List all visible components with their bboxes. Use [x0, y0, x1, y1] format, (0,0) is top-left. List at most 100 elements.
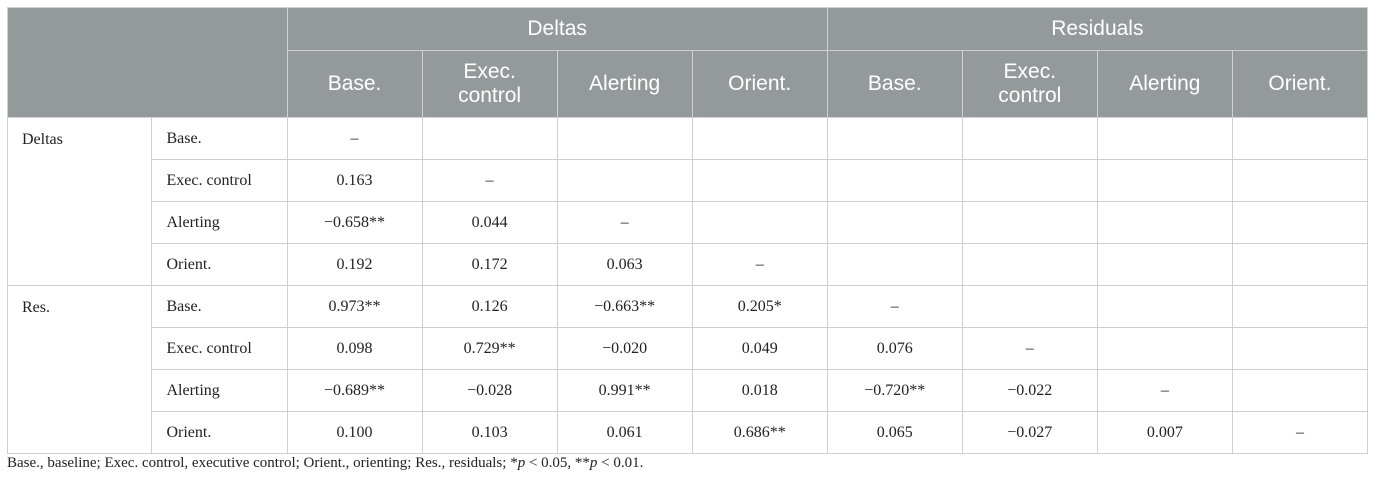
- table-cell: [961, 201, 1098, 244]
- correlation-table: Deltas Residuals Base. Exec. control Alerti…: [6, 7, 1369, 454]
- table-cell: −0.027: [961, 411, 1098, 454]
- table-cell: 0.100: [286, 411, 423, 454]
- table-cell: −0.020: [556, 327, 693, 370]
- table-row: Exec. control 0.098 0.729** −0.020 0.049 0.07…: [8, 327, 1369, 370]
- table-cell: [1096, 201, 1233, 244]
- footnote-text: < 0.05, **: [525, 455, 590, 471]
- table-cell: −0.689**: [286, 369, 423, 412]
- table-cell: −0.658**: [286, 201, 423, 244]
- table-cell: [826, 201, 963, 244]
- table-cell: 0.063: [556, 243, 693, 286]
- table-cell: [826, 243, 963, 286]
- table-cell: [691, 201, 828, 244]
- column-header: Alerting: [556, 50, 693, 118]
- row-label: Base.: [151, 285, 288, 328]
- table-cell: [961, 285, 1098, 328]
- table-cell: –: [961, 327, 1098, 370]
- table-cell: [556, 159, 693, 202]
- table-cell: [691, 159, 828, 202]
- table-cell: –: [421, 159, 558, 202]
- footnote-p-symbol: p: [589, 455, 598, 471]
- table-cell: 0.163: [286, 159, 423, 202]
- table-cell: 0.172: [421, 243, 558, 286]
- table-cell: [1096, 285, 1233, 328]
- column-header: Exec. control: [421, 50, 558, 118]
- table-cell: 0.991**: [556, 369, 693, 412]
- table-cell: [1231, 201, 1369, 244]
- table-cell: [826, 159, 963, 202]
- table-cell: [1231, 285, 1369, 328]
- table-row: Alerting −0.689** −0.028 0.991** 0.018 −0.720…: [8, 369, 1369, 412]
- row-label: Exec. control: [151, 159, 288, 202]
- table-footnote: Base., baseline; Exec. control, executiv…: [7, 455, 643, 472]
- table-cell: 0.103: [421, 411, 558, 454]
- column-header: Base.: [826, 50, 963, 118]
- table-cell: −0.028: [421, 369, 558, 412]
- row-label: Alerting: [151, 369, 288, 412]
- table-cell: 0.973**: [286, 285, 423, 328]
- table-cell: 0.686**: [691, 411, 828, 454]
- table-body: Deltas Base. – Exec. control 0.163– Alerting −…: [6, 117, 1369, 454]
- table-row: Alerting −0.658** 0.044–: [8, 201, 1369, 244]
- table-cell: [1231, 159, 1369, 202]
- table-row: Exec. control 0.163–: [8, 159, 1369, 202]
- correlation-table-container: Deltas Residuals Base. Exec. control Alerti…: [6, 7, 1369, 454]
- row-group-label: Deltas: [6, 117, 153, 286]
- table-cell: –: [1096, 369, 1233, 412]
- table-cell: [1231, 117, 1369, 160]
- header-group-residuals: Residuals: [826, 7, 1369, 51]
- table-cell: 0.044: [421, 201, 558, 244]
- header-group-row: Deltas Residuals: [7, 7, 1369, 118]
- footnote-p-symbol: p: [517, 455, 526, 471]
- table-cell: [1231, 243, 1369, 286]
- row-label: Alerting: [151, 201, 288, 244]
- table-cell: −0.663**: [556, 285, 693, 328]
- header-group-deltas: Deltas: [286, 7, 828, 51]
- table-cell: −0.022: [961, 369, 1098, 412]
- header-corner: [7, 7, 288, 118]
- table-row: Deltas Base. –: [6, 117, 1369, 286]
- column-header: Alerting: [1096, 50, 1233, 118]
- row-label: Exec. control: [151, 327, 288, 370]
- table-cell: 0.018: [691, 369, 828, 412]
- column-header: Base.: [286, 50, 423, 118]
- table-cell: [1231, 327, 1369, 370]
- footnote-text: < 0.01.: [597, 455, 644, 471]
- table-cell: –: [826, 285, 963, 328]
- table-row: Res. Base. 0.973** 0.126 −0.663** 0.205* –: [6, 285, 1369, 454]
- table-cell: 0.205*: [691, 285, 828, 328]
- table-cell: [961, 117, 1098, 160]
- column-header: Exec. control: [961, 50, 1098, 118]
- table-cell: 0.098: [286, 327, 423, 370]
- row-label: Orient.: [151, 411, 288, 454]
- table-cell: –: [286, 117, 423, 160]
- table-cell: –: [556, 201, 693, 244]
- table-cell: 0.061: [556, 411, 693, 454]
- row-group-label: Res.: [6, 285, 153, 454]
- table-cell: [1096, 159, 1233, 202]
- table-row: Orient. 0.100 0.103 0.061 0.686** 0.065 −0.027…: [8, 411, 1369, 454]
- table-cell: [421, 117, 558, 160]
- table-cell: 0.729**: [421, 327, 558, 370]
- column-header: Orient.: [691, 50, 828, 118]
- table-cell: [556, 117, 693, 160]
- row-label: Base.: [151, 117, 288, 160]
- header-column-row: Base. Exec. control Alerting Orient. Base. Exe…: [8, 50, 1369, 118]
- table-cell: [1096, 327, 1233, 370]
- table-cell: [961, 243, 1098, 286]
- footnote-text: Base., baseline; Exec. control, executiv…: [7, 455, 518, 471]
- table-cell: [691, 117, 828, 160]
- table-header: Deltas Residuals Base. Exec. control Alerti…: [7, 7, 1369, 118]
- column-header: Orient.: [1231, 50, 1369, 118]
- table-cell: 0.076: [826, 327, 963, 370]
- row-label: Orient.: [151, 243, 288, 286]
- table-cell: 0.049: [691, 327, 828, 370]
- table-row: Orient. 0.192 0.172 0.063–: [8, 243, 1369, 286]
- table-cell: [1096, 243, 1233, 286]
- table-cell: [826, 117, 963, 160]
- table-cell: 0.065: [826, 411, 963, 454]
- table-cell: –: [1231, 411, 1369, 454]
- table-cell: [1231, 369, 1369, 412]
- table-cell: 0.126: [421, 285, 558, 328]
- table-cell: –: [691, 243, 828, 286]
